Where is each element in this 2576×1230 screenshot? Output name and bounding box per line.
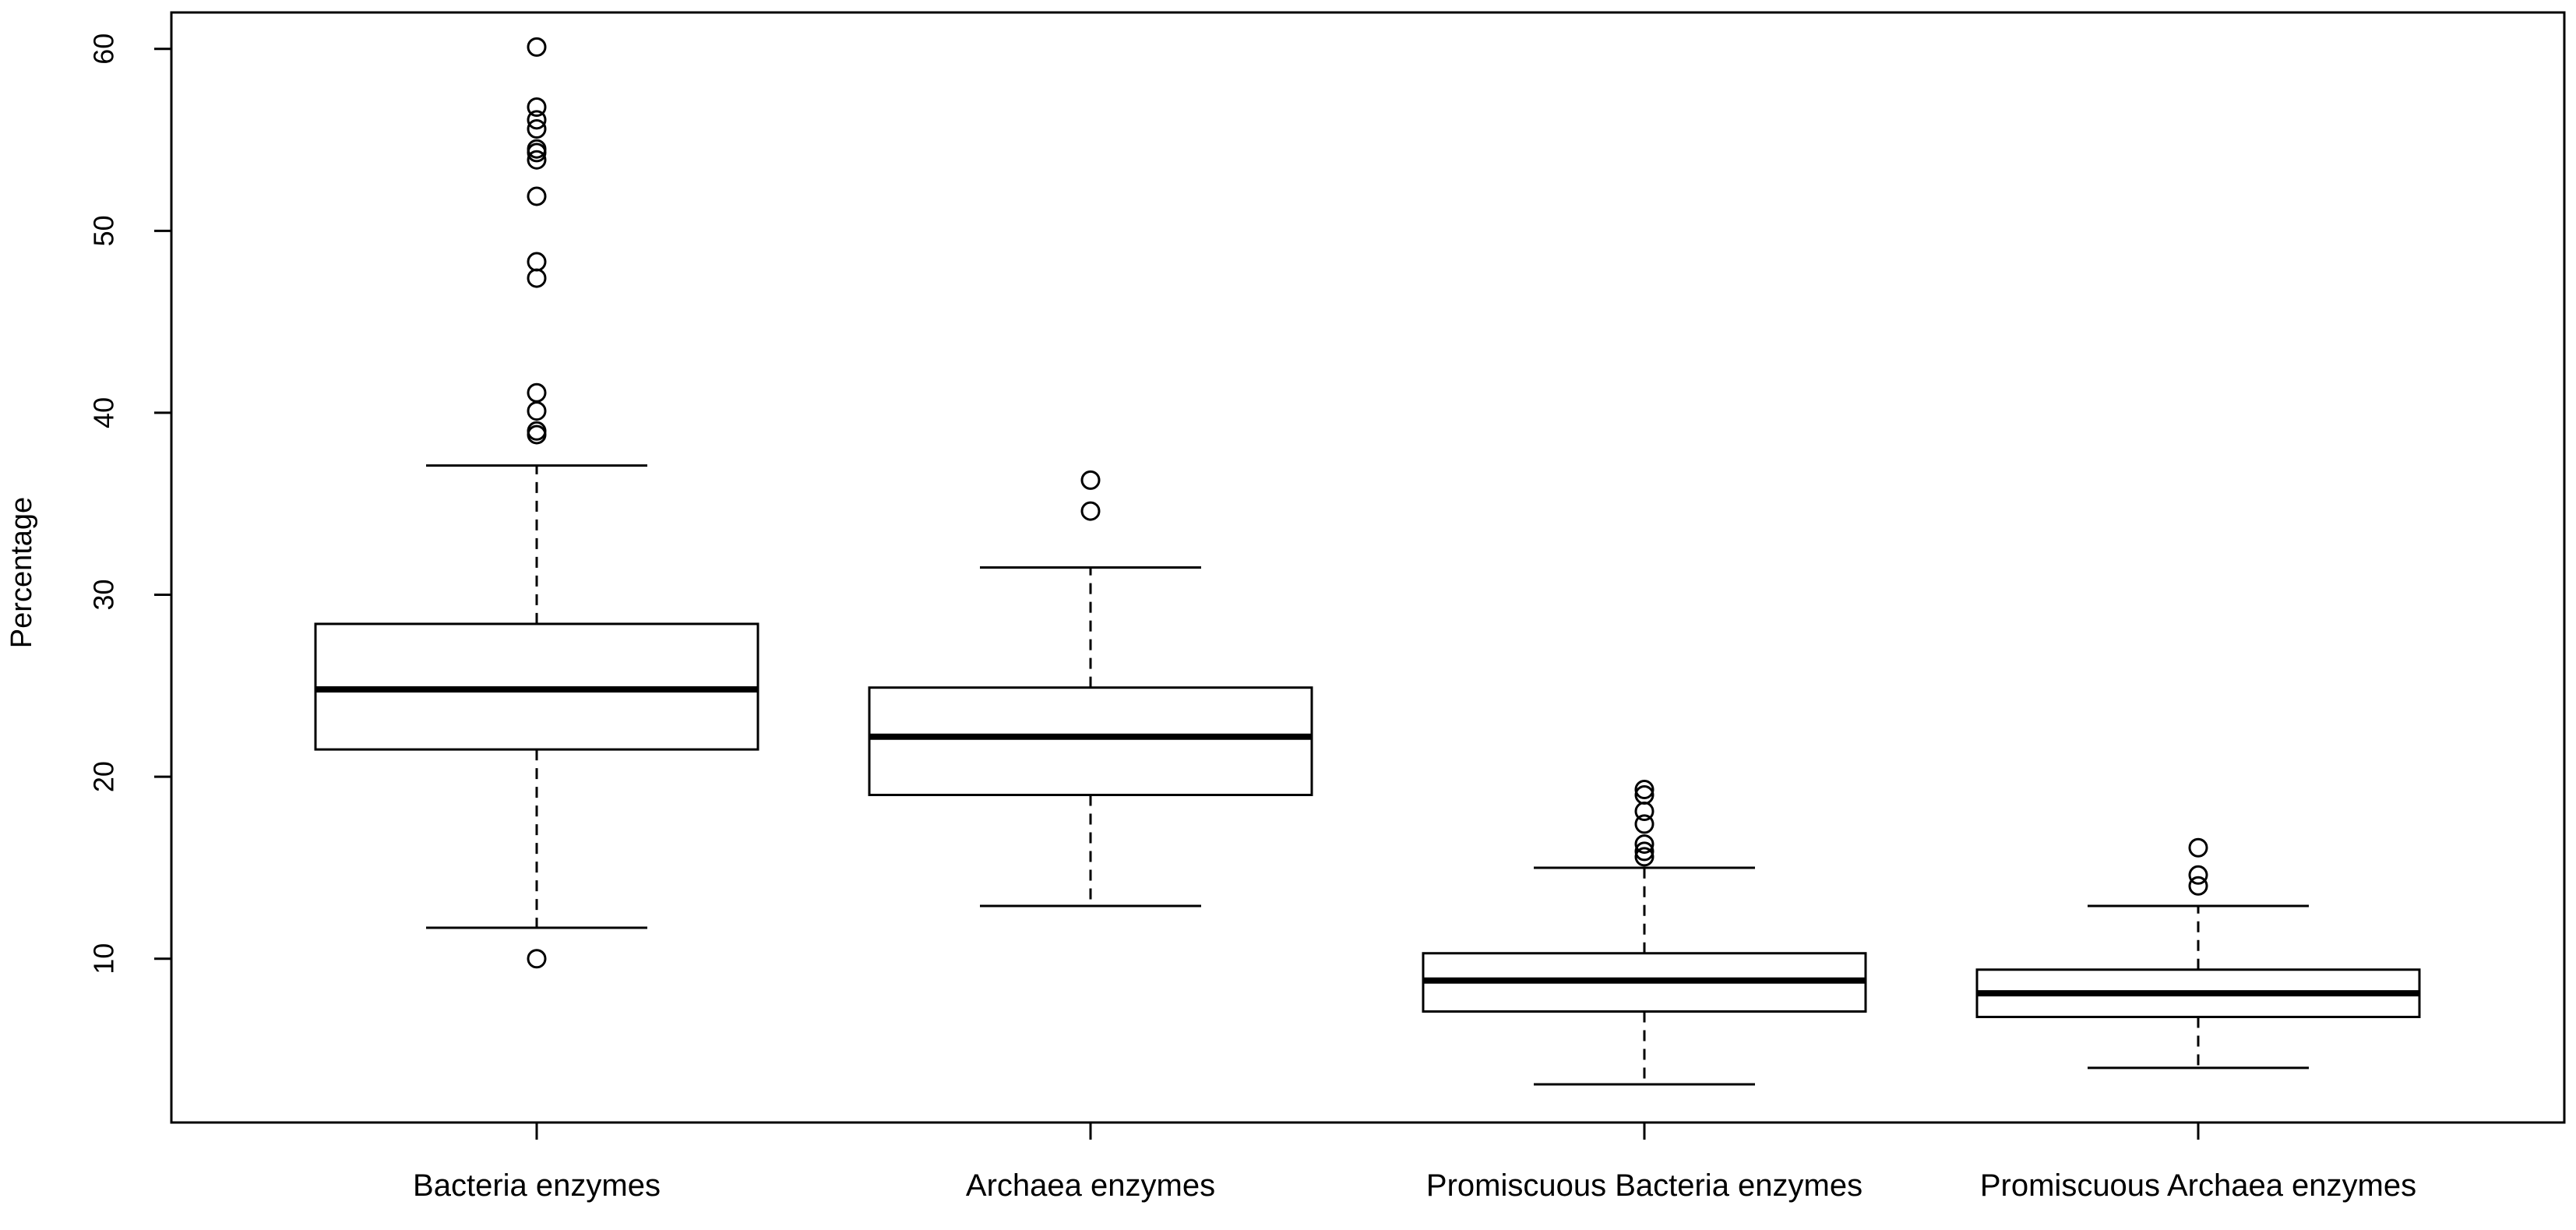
x-tick-label: Bacteria enzymes	[413, 1168, 661, 1203]
y-tick-label: 60	[88, 33, 120, 65]
x-tick-label: Archaea enzymes	[966, 1168, 1215, 1203]
y-tick-label: 10	[88, 943, 120, 974]
outlier-point	[528, 950, 545, 967]
outlier-point	[528, 253, 545, 270]
axes-layer: 10 20 30 40 50 60 Bacteria enzymes Archaea enzy…	[88, 12, 2564, 1203]
outlier-point	[1082, 471, 1099, 488]
boxes-layer	[315, 38, 2419, 1084]
outlier-point	[1636, 803, 1653, 820]
y-tick-label: 50	[88, 215, 120, 246]
y-tick-label: 20	[88, 761, 120, 792]
y-tick-label: 40	[88, 397, 120, 428]
outlier-point	[2190, 866, 2207, 883]
outlier-point	[528, 188, 545, 205]
outlier-point	[528, 403, 545, 420]
outlier-point	[2190, 839, 2207, 856]
plot-frame	[171, 12, 2564, 1123]
x-tick-label: Promiscuous Bacteria enzymes	[1426, 1168, 1862, 1203]
x-tick-label: Promiscuous Archaea enzymes	[1980, 1168, 2416, 1203]
y-axis-label: Percentage	[5, 497, 38, 648]
outlier-point	[528, 270, 545, 287]
outlier-point	[528, 98, 545, 115]
outlier-point	[528, 38, 545, 55]
iqr-box	[869, 688, 1312, 795]
y-tick-label: 30	[88, 580, 120, 611]
outlier-point	[1082, 502, 1099, 520]
outlier-point	[528, 384, 545, 401]
